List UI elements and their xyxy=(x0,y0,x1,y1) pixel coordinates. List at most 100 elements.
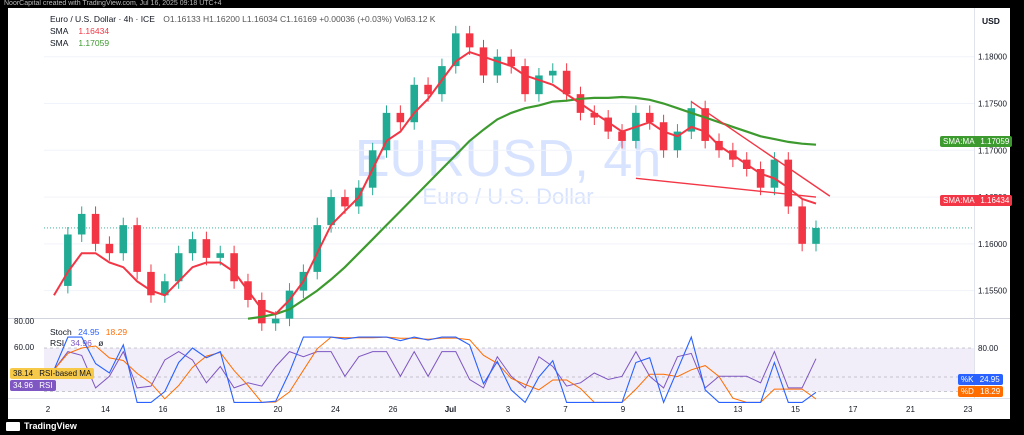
time-tick-label: 15 xyxy=(791,405,800,414)
osc-right-tick: 80.00 xyxy=(978,344,999,353)
price-tick-label: 1.15500 xyxy=(978,287,1007,296)
creator-caption: NoorCapital created with TradingView.com… xyxy=(4,0,222,7)
stoch-k-tag: %K 24.95 xyxy=(958,374,1003,385)
time-tick-label: 14 xyxy=(101,405,110,414)
chart-panel[interactable]: EURUSD, 4h Euro / U.S. Dollar 1.18000 1.175… xyxy=(8,8,1013,419)
time-tick-label: 24 xyxy=(331,405,340,414)
sma-slow-line xyxy=(247,95,817,320)
time-tick-label: 21 xyxy=(906,405,915,414)
candle-body xyxy=(188,239,197,254)
candle-body xyxy=(687,108,696,132)
candle-body xyxy=(479,47,488,76)
candle-body xyxy=(271,318,280,324)
footer-bar: TradingView xyxy=(0,419,1024,435)
price-tag-sma-fast-value: 1.16434 xyxy=(980,196,1010,205)
stoch-label: Stoch xyxy=(50,327,72,337)
rsi-tag-value: 34.96 xyxy=(13,381,34,390)
osc-left-tick: 60.00 xyxy=(14,343,35,352)
candle-body xyxy=(493,56,502,76)
candle-body xyxy=(784,159,793,207)
price-tick-label: 1.17500 xyxy=(978,100,1007,109)
candle-body xyxy=(64,234,72,286)
time-tick-label: Jul xyxy=(445,405,457,414)
time-tick-label: 9 xyxy=(621,405,626,414)
price-tag-sma-slow-label: SMA:MA xyxy=(943,137,975,146)
candle-body xyxy=(535,75,543,95)
candle-body xyxy=(285,290,294,319)
osc-left-tick: 80.00 xyxy=(14,317,35,326)
trendline xyxy=(690,101,831,197)
candle-body xyxy=(258,299,266,324)
time-tick-label: 2 xyxy=(46,405,51,414)
rsi-ma-tag-label: RSI-based MA xyxy=(39,369,92,378)
sma-fast-line xyxy=(53,50,817,316)
candle-body xyxy=(147,271,155,296)
rsi-line xyxy=(53,350,817,389)
candle-body xyxy=(465,33,474,48)
currency-label: USD xyxy=(982,16,1000,26)
stoch-legend[interactable]: Stoch 24.95 18.29 xyxy=(50,327,127,337)
time-axis-border xyxy=(8,398,1010,399)
time-tick-label: 13 xyxy=(734,405,743,414)
pane-separator xyxy=(8,318,1010,319)
time-tick-label: 16 xyxy=(159,405,168,414)
candle-body xyxy=(174,253,183,282)
candle-body xyxy=(341,197,349,207)
legend-sma-slow-value: 1.17059 xyxy=(78,38,110,48)
candle-body xyxy=(202,239,211,258)
legend-sma-fast-value: 1.16434 xyxy=(78,26,110,36)
candle-body xyxy=(673,131,682,151)
candle-body xyxy=(396,112,405,123)
time-tick-label: 18 xyxy=(216,405,225,414)
stoch-d-tag-label: %D xyxy=(961,387,974,396)
candle-body xyxy=(77,213,86,235)
price-tag-sma-slow: SMA:MA 1.17059 xyxy=(940,136,1013,147)
legend-sma-slow[interactable]: SMA 1.17059 xyxy=(50,38,109,48)
price-tag-sma-fast: SMA:MA 1.16434 xyxy=(940,195,1013,206)
price-tick-label: 1.17000 xyxy=(978,146,1007,155)
candle-body xyxy=(230,253,238,282)
stoch-k-tag-label: %K xyxy=(961,375,974,384)
candle-body xyxy=(659,122,668,151)
rsi-legend-symbol: ø xyxy=(98,338,104,348)
candle-body xyxy=(119,225,128,254)
time-tick-label: 20 xyxy=(274,405,283,414)
price-tag-sma-fast-label: SMA:MA xyxy=(943,196,975,205)
chart-background xyxy=(8,8,1010,419)
tradingview-logo-icon xyxy=(6,422,20,431)
time-tick-label: 26 xyxy=(389,405,398,414)
time-tick-label: 23 xyxy=(964,405,973,414)
candle-body xyxy=(410,84,419,123)
rsi-label: RSI xyxy=(50,338,65,348)
time-tick-label: 7 xyxy=(563,405,568,414)
candle-body xyxy=(507,56,515,67)
candle-body xyxy=(327,197,335,226)
candle-body xyxy=(798,206,806,244)
candle-body xyxy=(105,243,114,254)
trendline xyxy=(635,177,817,198)
stoch-k-tag-value: 24.95 xyxy=(979,375,1000,384)
legend-symbol: Euro / U.S. Dollar · 4h · ICE xyxy=(50,14,155,24)
candle-body xyxy=(91,213,100,244)
candle-body xyxy=(548,70,557,76)
rsi-legend[interactable]: RSI 34.96 ø xyxy=(50,338,103,348)
candle-body xyxy=(216,253,225,258)
stoch-k-line xyxy=(53,335,817,404)
rsi-legend-value: 34.96 xyxy=(70,338,92,348)
price-tick-label: 1.18000 xyxy=(978,53,1007,62)
candle-body xyxy=(521,66,529,95)
legend-sma-slow-label: SMA xyxy=(50,38,68,48)
time-tick-label: 3 xyxy=(506,405,511,414)
rsi-tag-label: RSI xyxy=(39,381,53,390)
rsi-tag: 34.96 RSI xyxy=(10,380,56,391)
legend-ohlc: O1.16133 H1.16200 L1.16034 C1.16169 +0.0… xyxy=(163,14,436,24)
candle-body xyxy=(382,112,391,151)
stoch-d-tag-value: 18.29 xyxy=(980,387,1001,396)
price-tag-sma-slow-value: 1.17059 xyxy=(980,137,1010,146)
candle-body xyxy=(562,70,571,95)
time-tick-label: 11 xyxy=(676,405,685,414)
legend-sma-fast[interactable]: SMA 1.16434 xyxy=(50,26,109,36)
candle-body xyxy=(424,84,432,95)
stoch-d-value: 18.29 xyxy=(105,327,128,337)
